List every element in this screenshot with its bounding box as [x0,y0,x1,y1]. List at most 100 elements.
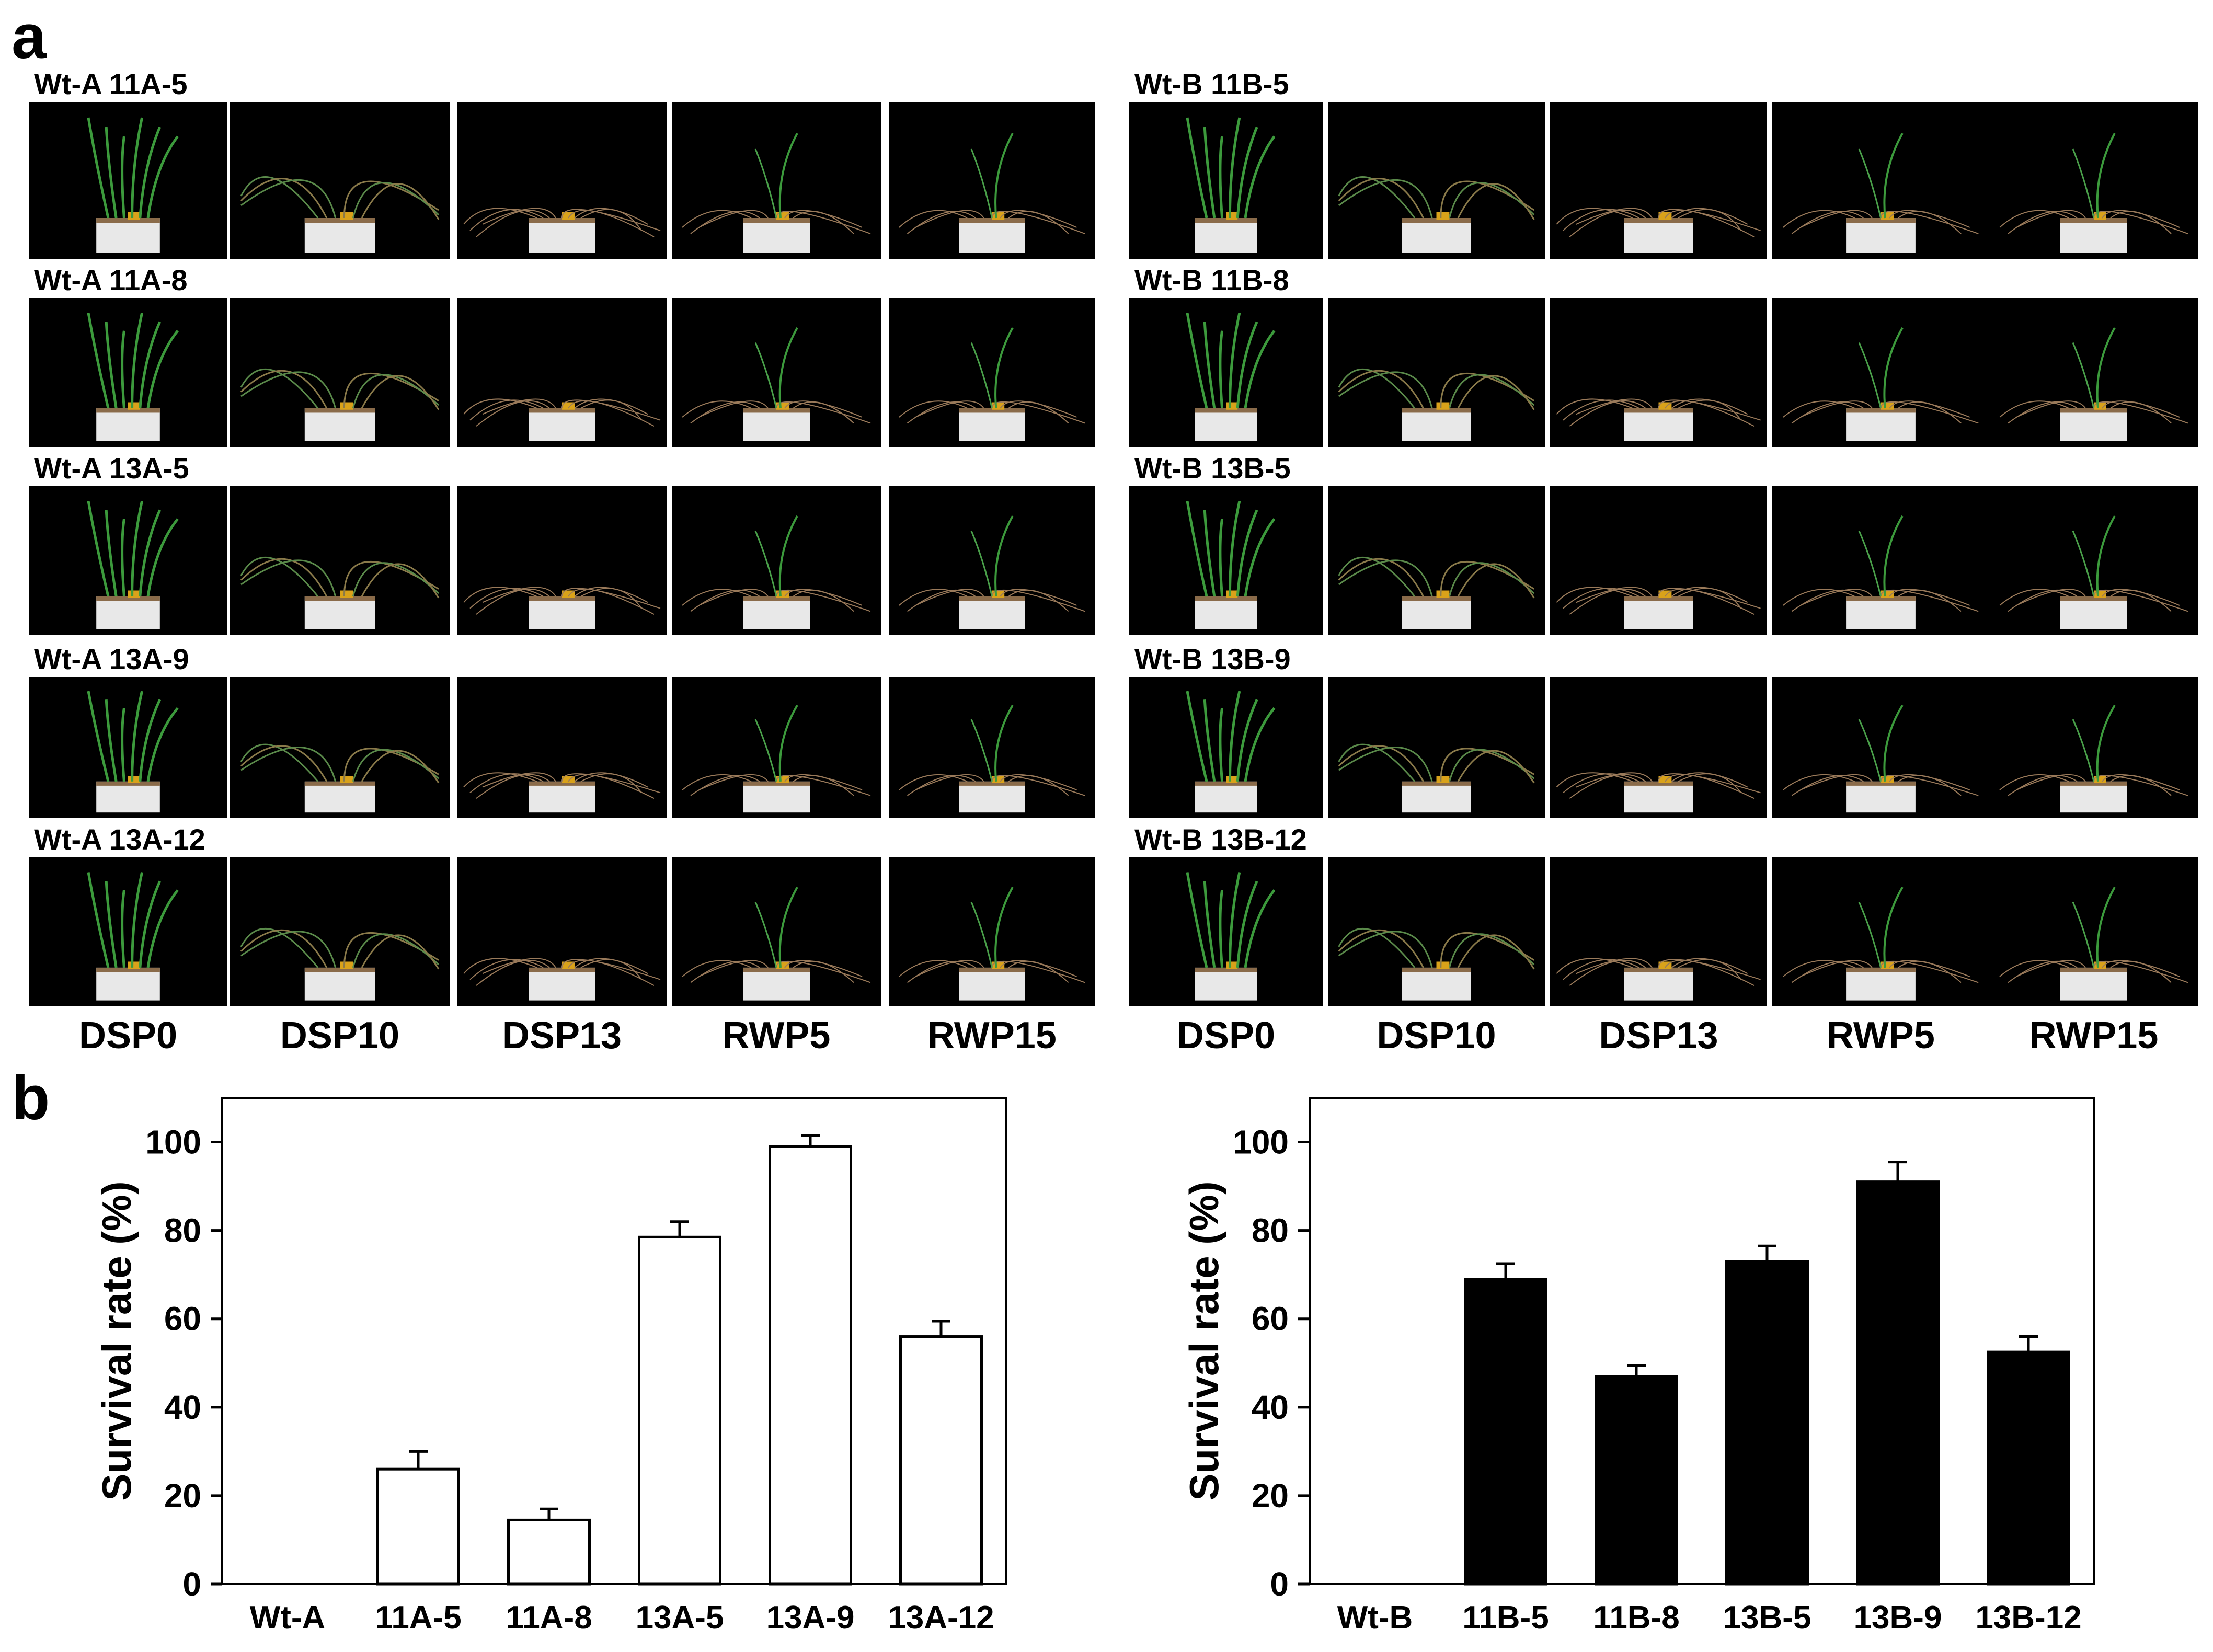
chart-b-x-tick-label: 11B-8 [1593,1600,1679,1636]
chart-a-x-tick-label: 13A-12 [888,1600,994,1636]
right-row-label: Wt-B 13B-5 [1134,452,1291,485]
chart-a-x-tick-label: 13A-9 [766,1600,855,1636]
left-photo [29,677,227,818]
chart-a-bar [507,1518,591,1586]
chart-a-y-axis-label: Survival rate (%) [94,1181,140,1500]
right-photo [1772,298,1989,447]
right-photo [1550,677,1767,818]
right-photo [1129,102,1323,259]
chart-b-bar [1987,1350,2070,1586]
left-photo [889,102,1095,259]
right-photo [1550,298,1767,447]
chart-a-bar [899,1335,983,1586]
left-photo [29,102,227,259]
chart-a-x-tick-label: 13A-5 [636,1600,724,1636]
right-photo [1550,102,1767,259]
left-photo [457,677,667,818]
left-photo [457,486,667,635]
chart-a-y-tick-label: 100 [145,1123,201,1161]
chart-b-bar [1464,1278,1547,1586]
left-photo [457,857,667,1006]
left-photo [29,298,227,447]
chart-a-x-tick-label: 11A-8 [506,1600,592,1636]
left-photo [230,102,450,259]
chart-b-x-tick-label: 13B-12 [1975,1600,2081,1636]
right-photo [1989,677,2198,818]
left-photo [889,857,1095,1006]
chart-b-x-tick-label: 11B-5 [1462,1600,1549,1636]
left-photo [672,677,881,818]
chart-b-y-tick-label: 60 [1252,1300,1289,1338]
right-photo [1550,857,1767,1006]
chart-b-bar [1725,1260,1809,1586]
left-photo [672,486,881,635]
right-photo [1328,102,1545,259]
chart-a-y-tick-label: 20 [164,1477,201,1515]
right-photo [1989,857,2198,1006]
left-photo [29,857,227,1006]
right-photo [1989,298,2198,447]
left-stage-label: DSP0 [78,1015,178,1057]
left-photo [889,677,1095,818]
right-photo [1129,857,1323,1006]
chart-a-y-tick-label: 0 [182,1565,201,1603]
right-photo [1989,486,2198,635]
chart-a-bar [376,1467,460,1586]
right-stage-label: RWP15 [2029,1015,2159,1057]
left-photo [889,486,1095,635]
chart-b-y-axis-label: Survival rate (%) [1181,1181,1227,1500]
chart-b-y-tick-label: 100 [1233,1123,1289,1161]
chart-b-bar [1595,1375,1678,1586]
left-photo [230,298,450,447]
chart-b-x-tick-label: Wt-B [1337,1600,1413,1636]
chart-a-x-tick-label: 11A-5 [375,1600,461,1636]
chart-b-y-tick-label: 20 [1252,1477,1289,1515]
right-photo [1772,486,1989,635]
left-photo [672,102,881,259]
right-photo [1328,857,1545,1006]
chart-b-x-tick-label: 13B-5 [1723,1600,1811,1636]
right-photo [1772,102,1989,259]
right-stage-label: DSP13 [1599,1015,1718,1057]
panel-b-label: b [12,1063,50,1133]
right-photo [1129,677,1323,818]
chart-b-bar [1856,1180,1940,1586]
chart-a-bar [638,1235,721,1586]
left-stage-label: DSP13 [502,1015,622,1057]
right-photo [1550,486,1767,635]
right-photo [1328,298,1545,447]
left-row-label: Wt-A 13A-9 [34,643,189,675]
right-photo [1129,298,1323,447]
right-photo [1328,486,1545,635]
left-row-label: Wt-A 13A-5 [34,452,189,485]
right-photo [1129,486,1323,635]
left-photo [889,298,1095,447]
right-row-label: Wt-B 11B-5 [1134,67,1289,100]
chart-a-plot-frame [221,1097,1007,1585]
chart-a-y-tick-label: 60 [164,1300,201,1338]
right-photo [1328,677,1545,818]
left-stage-label: RWP5 [722,1015,831,1057]
left-row-label: Wt-A 11A-8 [34,263,188,296]
chart-b-y-tick-label: 0 [1270,1565,1289,1603]
right-row-label: Wt-B 11B-8 [1134,263,1289,296]
left-row-label: Wt-A 13A-12 [34,823,205,856]
right-row-label: Wt-B 13B-9 [1134,643,1291,675]
chart-b-y-tick-label: 40 [1252,1389,1289,1426]
chart-a-y-tick-label: 80 [164,1212,201,1249]
left-stage-label: RWP15 [927,1015,1057,1057]
chart-b-x-tick-label: 13B-9 [1854,1600,1942,1636]
chart-b-plot-frame [1309,1097,2095,1585]
chart-a-x-tick-label: Wt-A [250,1600,326,1636]
left-photo [457,298,667,447]
right-row-label: Wt-B 13B-12 [1134,823,1307,856]
left-photo [230,486,450,635]
left-row-label: Wt-A 11A-5 [34,67,188,100]
right-stage-label: DSP0 [1176,1015,1276,1057]
right-photo [1772,857,1989,1006]
left-photo [457,102,667,259]
left-photo [230,677,450,818]
left-stage-label: DSP10 [280,1015,400,1057]
chart-a-bar [769,1145,852,1586]
